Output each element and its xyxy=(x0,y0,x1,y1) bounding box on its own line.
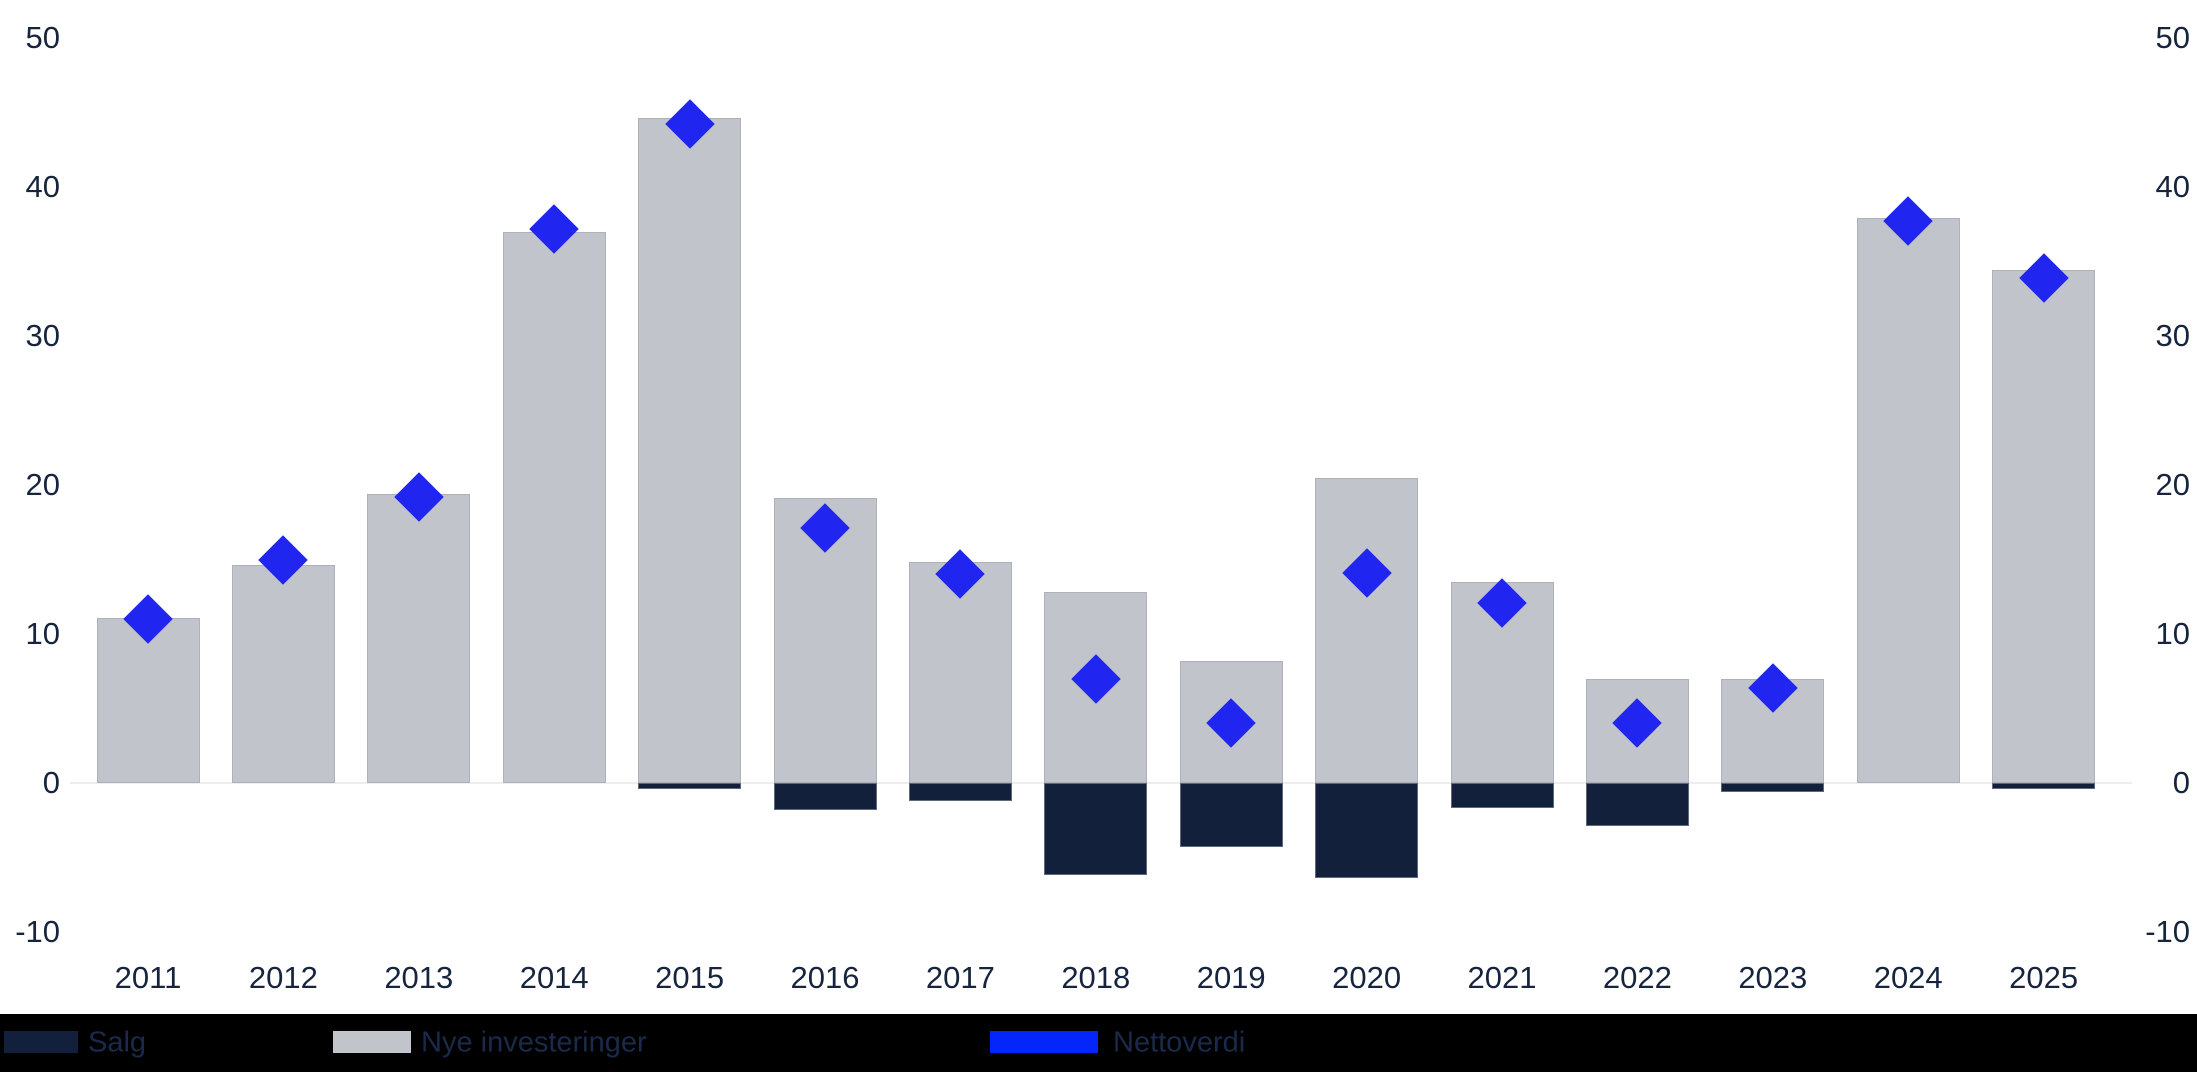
x-axis-label-2021: 2021 xyxy=(1467,960,1537,995)
y-axis-tick-left: -10 xyxy=(15,914,60,949)
bar-salg-2018 xyxy=(1044,783,1148,876)
y-axis-tick-right: 50 xyxy=(2155,20,2190,55)
y-axis-tick-right: 10 xyxy=(2155,616,2190,651)
x-axis-label-2015: 2015 xyxy=(655,960,725,995)
x-axis-label-2022: 2022 xyxy=(1602,960,1672,995)
x-axis-label-2024: 2024 xyxy=(1873,960,1943,995)
bar-nye-investeringer-2012 xyxy=(231,565,335,783)
bar-nye-investeringer-2011 xyxy=(96,617,200,783)
legend: Salg Nye investeringer Nettoverdi xyxy=(0,1014,2197,1072)
legend-label-nettoverdi: Nettoverdi xyxy=(1113,1026,1246,1059)
x-axis-label-2018: 2018 xyxy=(1061,960,1131,995)
y-axis-tick-left: 30 xyxy=(25,318,60,353)
y-axis-tick-right: -10 xyxy=(2145,914,2190,949)
bar-nye-investeringer-2022 xyxy=(1585,678,1689,783)
y-axis-tick-right: 30 xyxy=(2155,318,2190,353)
legend-swatch-nettoverdi xyxy=(990,1031,1098,1053)
bar-salg-2022 xyxy=(1585,783,1689,827)
legend-swatch-salg xyxy=(4,1031,78,1053)
bar-salg-2021 xyxy=(1450,783,1554,809)
y-axis-tick-left: 10 xyxy=(25,616,60,651)
x-axis-label-2011: 2011 xyxy=(114,960,182,995)
bar-nye-investeringer-2020 xyxy=(1315,477,1419,783)
y-axis-tick-right: 40 xyxy=(2155,169,2190,204)
y-axis-tick-left: 0 xyxy=(42,765,60,800)
x-axis-label-2023: 2023 xyxy=(1738,960,1808,995)
bar-salg-2025 xyxy=(1992,783,2096,789)
bar-salg-2015 xyxy=(638,783,742,789)
y-axis-tick-left: 20 xyxy=(25,467,60,502)
bar-salg-2023 xyxy=(1721,783,1825,792)
bar-nye-investeringer-2015 xyxy=(638,118,742,783)
y-axis-tick-left: 40 xyxy=(25,169,60,204)
bar-nye-investeringer-2024 xyxy=(1856,218,1960,783)
bar-nye-investeringer-2013 xyxy=(367,493,471,783)
x-axis-label-2019: 2019 xyxy=(1196,960,1266,995)
bar-salg-2020 xyxy=(1315,783,1419,879)
x-axis-label-2017: 2017 xyxy=(925,960,995,995)
legend-label-nye-investeringer: Nye investeringer xyxy=(421,1026,647,1059)
bar-salg-2019 xyxy=(1179,783,1283,848)
bar-nye-investeringer-2017 xyxy=(908,562,1012,783)
bar-salg-2017 xyxy=(908,783,1012,801)
legend-label-salg: Salg xyxy=(88,1026,147,1059)
y-axis-tick-left: 50 xyxy=(25,20,60,55)
x-axis-label-2012: 2012 xyxy=(248,960,318,995)
bar-nye-investeringer-2014 xyxy=(502,231,606,783)
legend-swatch-nye-investeringer xyxy=(333,1031,411,1053)
x-axis-label-2016: 2016 xyxy=(790,960,860,995)
x-axis-label-2014: 2014 xyxy=(519,960,589,995)
bar-salg-2016 xyxy=(773,783,877,810)
x-axis-label-2013: 2013 xyxy=(384,960,454,995)
x-axis-label-2020: 2020 xyxy=(1332,960,1402,995)
x-axis-label-2025: 2025 xyxy=(2009,960,2079,995)
y-axis-tick-right: 0 xyxy=(2172,765,2190,800)
bar-nye-investeringer-2025 xyxy=(1992,270,2096,783)
y-axis-tick-right: 20 xyxy=(2155,467,2190,502)
